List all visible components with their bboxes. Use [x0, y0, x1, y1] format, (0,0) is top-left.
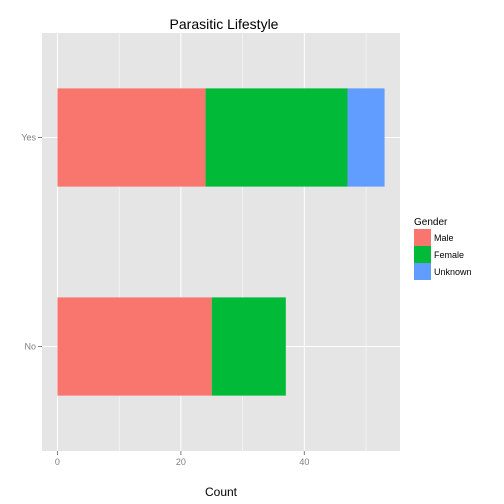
y-tick-label: No — [24, 342, 36, 352]
legend-label-female: Female — [434, 250, 464, 260]
legend-swatch-female — [414, 246, 431, 263]
bar-female-yes — [205, 88, 348, 187]
legend-items: Male Female Unknown — [414, 229, 472, 280]
x-axis-title: Count — [205, 485, 238, 499]
y-axis: No Yes — [21, 133, 42, 352]
x-tick-label: 20 — [176, 457, 186, 467]
legend-swatch-unknown — [414, 263, 431, 280]
x-tick-label: 0 — [55, 457, 60, 467]
legend-title: Gender — [414, 217, 448, 228]
legend: Gender Male Female Unknown — [414, 217, 472, 280]
x-axis: 0 20 40 — [55, 451, 309, 467]
bar-female-no — [211, 297, 286, 396]
legend-label-male: Male — [434, 233, 454, 243]
x-tick-label: 40 — [299, 457, 309, 467]
bar-unknown-yes — [347, 88, 385, 187]
bar-male-yes — [57, 88, 206, 187]
bars — [57, 88, 385, 396]
legend-label-unknown: Unknown — [434, 267, 472, 277]
bar-male-no — [57, 297, 212, 396]
y-tick-label: Yes — [21, 133, 36, 143]
legend-swatch-male — [414, 229, 431, 246]
chart-title: Parasitic Lifestyle — [170, 16, 279, 32]
